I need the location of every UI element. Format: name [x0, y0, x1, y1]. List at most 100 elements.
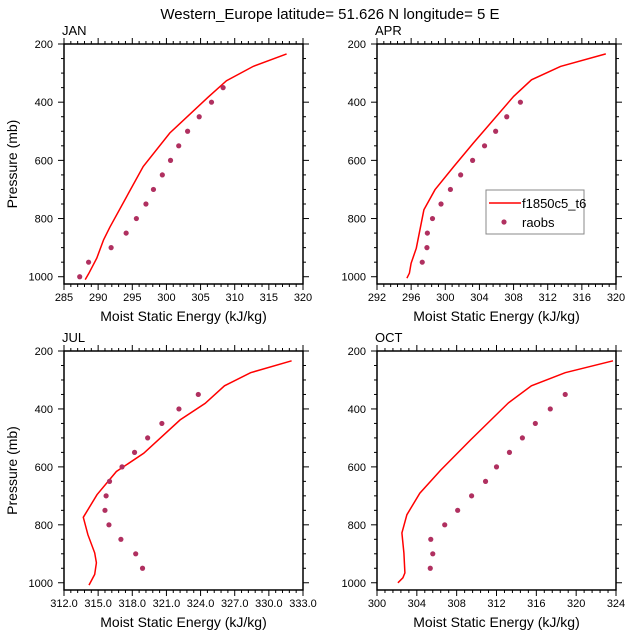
raobs-point — [458, 172, 464, 178]
raobs-point — [195, 391, 201, 398]
x-axis-label: Moist Static Energy (kJ/kg) — [413, 614, 580, 630]
legend-dot-swatch — [501, 219, 507, 225]
panel-title: JUL — [62, 330, 85, 345]
y-tick-label: 400 — [35, 404, 53, 416]
x-tick-label: 304 — [408, 598, 426, 610]
raobs-point — [506, 449, 513, 455]
raobs-point — [108, 245, 114, 251]
y-tick-label: 800 — [35, 214, 53, 226]
panel-title: JAN — [62, 23, 87, 38]
raobs-point — [493, 128, 499, 134]
raobs-point — [133, 551, 139, 557]
raobs-point — [504, 114, 510, 120]
y-tick-label: 600 — [35, 155, 53, 167]
model-line-jul — [82, 360, 292, 586]
x-tick-label: 305 — [191, 292, 209, 304]
raobs-point — [424, 245, 430, 251]
y-tick-label: 400 — [35, 97, 53, 109]
raobs-point — [429, 215, 436, 222]
raobs-point — [481, 143, 488, 149]
raobs-point — [184, 128, 191, 134]
y-tick-label: 200 — [348, 346, 366, 358]
raobs-point — [159, 172, 165, 178]
y-tick-label: 1000 — [342, 272, 366, 284]
raobs-point — [167, 157, 174, 163]
model-line-oct — [397, 360, 614, 584]
x-tick-label: 296 — [402, 292, 420, 304]
raobs-point — [176, 406, 182, 412]
x-tick-label: 320 — [294, 292, 312, 304]
x-tick-label: 324 — [607, 598, 625, 610]
y-tick-label: 200 — [35, 346, 53, 358]
x-axis-label: Moist Static Energy (kJ/kg) — [100, 308, 267, 324]
raobs-point — [103, 493, 109, 499]
y-tick-label: 600 — [35, 462, 53, 474]
legend-label-model: f1850c5_t6 — [522, 196, 586, 211]
y-tick-label: 1000 — [29, 578, 53, 590]
x-tick-label: 308 — [447, 598, 465, 610]
x-tick-label: 308 — [504, 292, 522, 304]
raobs-point — [419, 259, 425, 265]
raobs-point — [176, 143, 182, 149]
raobs-point — [455, 507, 461, 513]
x-tick-label: 324.0 — [187, 598, 215, 610]
raobs-point — [143, 201, 149, 207]
raobs-point — [106, 522, 112, 528]
x-tick-label: 327.0 — [221, 598, 249, 610]
x-tick-label: 316 — [527, 598, 545, 610]
raobs-point — [102, 507, 108, 513]
plot-frame — [376, 43, 617, 285]
raobs-point — [220, 85, 226, 91]
y-tick-label: 200 — [348, 39, 366, 51]
raobs-point — [447, 186, 454, 193]
raobs-point — [145, 435, 151, 441]
y-tick-label: 1000 — [342, 578, 366, 590]
raobs-point — [85, 259, 92, 265]
panel-jul: 200 400 600 800 1000 312.0 315.0 318.0 321.0 324.… — [4, 330, 317, 630]
legend-label-obs: raobs — [522, 215, 555, 230]
x-tick-label: 318.0 — [119, 598, 147, 610]
raobs-point — [469, 493, 475, 499]
raobs-point — [196, 114, 202, 120]
plot-frame — [63, 43, 304, 285]
x-tick-label: 300 — [368, 598, 386, 610]
raobs-point — [133, 215, 139, 222]
y-axis-label: Pressure (mb) — [4, 120, 20, 209]
raobs-point — [482, 478, 489, 484]
raobs-point — [150, 186, 157, 193]
x-tick-label: 330.0 — [255, 598, 283, 610]
y-tick-label: 200 — [35, 39, 53, 51]
raobs-point — [118, 536, 124, 542]
raobs-point — [519, 435, 525, 441]
model-line-jan — [84, 53, 287, 280]
y-tick-label: 800 — [35, 520, 53, 532]
raobs-point — [139, 565, 146, 571]
x-tick-label: 320 — [607, 292, 625, 304]
x-tick-label: 285 — [55, 292, 73, 304]
x-tick-label: 295 — [123, 292, 141, 304]
raobs-point — [119, 464, 125, 470]
plot-frame — [63, 350, 304, 591]
y-tick-label: 400 — [348, 404, 366, 416]
raobs-point — [517, 99, 524, 105]
x-tick-label: 333.0 — [289, 598, 317, 610]
legend-box — [485, 189, 585, 235]
raobs-point — [493, 464, 500, 470]
y-tick-label: 800 — [348, 520, 366, 532]
y-tick-label: 800 — [348, 214, 366, 226]
raobs-point — [428, 536, 434, 542]
model-line-apr — [406, 53, 606, 279]
x-tick-label: 304 — [470, 292, 488, 304]
raobs-point — [438, 201, 444, 207]
x-tick-label: 316 — [573, 292, 591, 304]
x-tick-label: 290 — [89, 292, 107, 304]
x-axis-label: Moist Static Energy (kJ/kg) — [413, 308, 580, 324]
raobs-point — [470, 157, 476, 163]
x-axis-label: Moist Static Energy (kJ/kg) — [100, 614, 267, 630]
raobs-point — [208, 99, 215, 105]
x-tick-label: 312.0 — [50, 598, 78, 610]
raobs-point — [430, 551, 436, 557]
